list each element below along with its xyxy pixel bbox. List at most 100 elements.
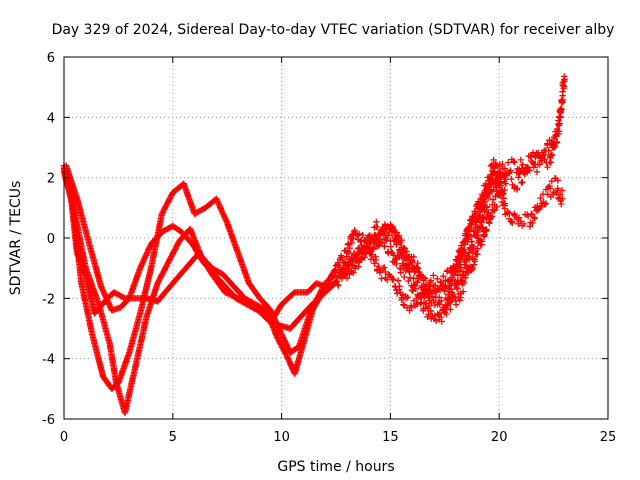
data-point xyxy=(482,198,489,205)
data-point xyxy=(438,297,445,304)
data-point xyxy=(556,120,563,127)
data-point xyxy=(448,286,455,293)
data-point xyxy=(548,178,555,185)
data-point xyxy=(493,203,500,210)
data-point xyxy=(98,284,105,291)
data-point xyxy=(278,331,285,338)
data-point xyxy=(508,218,515,225)
data-point xyxy=(106,301,113,308)
chart-title: Day 329 of 2024, Sidereal Day-to-day VTE… xyxy=(52,22,615,38)
data-point xyxy=(443,310,450,318)
data-point xyxy=(357,238,364,245)
data-point xyxy=(345,265,352,273)
data-point xyxy=(277,341,285,348)
data-point xyxy=(533,168,541,175)
data-point xyxy=(527,153,535,160)
data-point xyxy=(387,243,394,250)
data-point xyxy=(335,282,342,289)
data-point xyxy=(557,105,565,112)
data-point xyxy=(466,256,473,263)
data-point xyxy=(442,277,449,284)
y-tick-label: -4 xyxy=(42,353,55,368)
data-point xyxy=(436,294,443,301)
data-point xyxy=(345,240,352,247)
data-point xyxy=(443,305,450,312)
data-point xyxy=(396,253,403,261)
data-point xyxy=(395,277,402,284)
y-tick-label: 6 xyxy=(47,51,55,66)
data-point xyxy=(558,106,565,113)
data-point xyxy=(558,99,566,107)
data-point xyxy=(518,165,525,172)
data-point xyxy=(492,183,500,190)
data-point xyxy=(141,255,148,262)
data-point xyxy=(347,256,354,263)
data-point xyxy=(531,215,538,222)
axis-ticks: 0 5 10 15 20 25 -6 -4 -2 0 2 4 6 xyxy=(42,51,616,445)
data-point xyxy=(393,260,400,268)
data-point xyxy=(104,298,112,306)
data-point xyxy=(481,207,488,215)
data-point xyxy=(166,256,174,263)
x-tick-label: 15 xyxy=(382,430,399,445)
data-point xyxy=(549,143,556,151)
data-point xyxy=(392,256,399,263)
data-point xyxy=(102,294,110,301)
data-point xyxy=(101,291,108,298)
data-point xyxy=(158,273,165,280)
data-point xyxy=(470,243,477,250)
data-point xyxy=(544,163,551,171)
data-point xyxy=(532,160,539,168)
data-point xyxy=(537,203,545,210)
data-point xyxy=(558,200,565,208)
data-point xyxy=(384,232,391,239)
data-point xyxy=(283,341,290,348)
data-point xyxy=(484,194,492,202)
data-point xyxy=(537,194,544,202)
data-point xyxy=(508,175,515,183)
data-point xyxy=(438,313,445,321)
data-point xyxy=(163,200,171,208)
data-point xyxy=(171,246,179,253)
data-point xyxy=(486,220,493,227)
data-point xyxy=(537,155,545,162)
data-point xyxy=(340,266,347,273)
data-point xyxy=(410,281,418,289)
data-point xyxy=(142,252,150,259)
data-point xyxy=(280,335,287,342)
data-point xyxy=(448,274,455,281)
x-tick-label: 20 xyxy=(491,430,508,445)
data-point xyxy=(163,202,170,209)
data-point xyxy=(450,293,457,300)
data-point xyxy=(410,253,417,261)
data-point xyxy=(274,335,282,343)
data-point xyxy=(483,226,490,233)
data-point xyxy=(405,267,413,274)
y-tick-label: -6 xyxy=(42,413,55,428)
data-point xyxy=(171,247,178,255)
data-point xyxy=(120,294,127,301)
data-point xyxy=(419,289,426,297)
data-series xyxy=(60,73,568,417)
data-point xyxy=(368,251,375,258)
data-point xyxy=(378,226,385,233)
data-point xyxy=(536,204,543,212)
data-point xyxy=(440,273,447,280)
data-point xyxy=(348,239,356,247)
data-point xyxy=(517,156,524,164)
data-point xyxy=(371,233,378,240)
data-point xyxy=(397,269,404,276)
data-point xyxy=(524,163,531,171)
data-point xyxy=(163,261,171,269)
data-point xyxy=(519,178,526,186)
data-point xyxy=(547,151,555,158)
x-tick-label: 5 xyxy=(169,430,177,445)
data-point xyxy=(389,225,396,232)
data-point xyxy=(351,251,359,259)
data-point xyxy=(414,279,421,286)
data-point xyxy=(166,195,174,202)
data-point xyxy=(362,250,370,257)
data-point xyxy=(498,179,505,186)
data-point xyxy=(395,232,403,239)
